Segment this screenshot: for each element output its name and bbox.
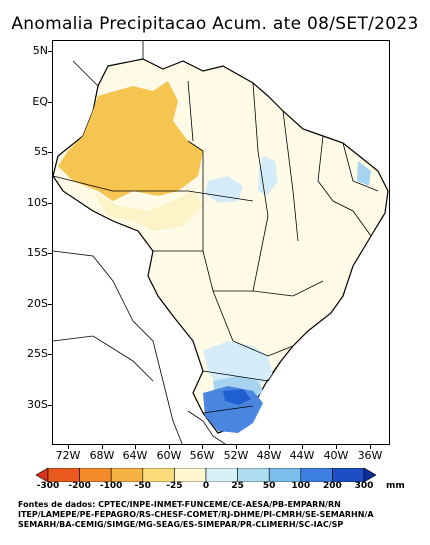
color-scale-label: 300 [354,481,374,491]
color-scale-label: -25 [166,481,183,491]
color-scale-segment [36,468,49,482]
lat-label-eq: EQ [32,95,48,108]
wet-patch-east [357,161,371,186]
lon-label-52w: 52W [223,449,249,462]
lat-label-25s: 25S [27,347,48,360]
color-scale-label: 100 [291,481,311,491]
color-scale-segment [174,468,207,482]
color-scale-label: -300 [36,481,60,491]
lon-label-68w: 68W [89,449,115,462]
dry-anomaly-region [58,81,203,201]
color-scale-segment [205,468,238,482]
color-scale-label: -50 [134,481,151,491]
lon-label-36w: 36W [357,449,383,462]
dry-weak-region [93,191,203,231]
lon-label-60w: 60W [156,449,182,462]
color-scale-segment [332,468,365,482]
data-sources: Fontes de dados: CPTEC/INPE-INMET-FUNCEM… [18,500,428,530]
lat-label-5s: 5S [34,145,48,158]
wet-patch-central [205,176,243,203]
color-scale-label: 200 [322,481,342,491]
state-borders [53,80,379,414]
color-scale-segment [47,468,80,482]
country-borders [53,41,226,444]
map-panel [52,40,390,445]
color-scale-label: 50 [262,481,276,491]
sources-line-3: SEMARH/BA-CEMIG/SIMGE/MG-SEAG/ES-SIMEPAR… [18,520,344,529]
sources-line-1: Fontes de dados: CPTEC/INPE-INMET-FUNCEM… [18,500,341,509]
color-scale-label: -100 [99,481,123,491]
color-scale-segment [79,468,112,482]
unit-label: mm [386,481,405,491]
wet-very-strong-region [223,389,251,405]
color-scale-segment [268,468,302,482]
color-scale-label: -200 [68,481,91,491]
lon-label-40w: 40W [323,449,349,462]
lon-label-72w: 72W [55,449,81,462]
lon-label-48w: 48W [256,449,282,462]
map-title: Anomalia Precipitacao Acum. ate 08/SET/2… [11,14,419,34]
color-scale-bar [36,468,376,482]
lon-label-64w: 64W [122,449,148,462]
precipitation-map [53,41,389,444]
color-scale-segment [363,468,376,482]
color-scale-segment [237,468,270,482]
lat-label-30s: 30S [27,398,48,411]
color-scale-label: 0 [202,481,210,491]
lon-label-56w: 56W [189,449,215,462]
color-scale-segment [300,468,333,482]
lat-label-20s: 20S [27,297,48,310]
wet-weak-region [203,341,273,391]
color-scale-segment [110,468,144,482]
lat-label-15s: 15S [27,246,48,259]
lon-label-44w: 44W [289,449,315,462]
color-scale-segment [142,468,175,482]
lat-label-5n: 5N [32,44,48,57]
sources-line-2: ITEP/LAMEPE/PE-FEPAGRO/RS-CHESF-COMET/RJ… [18,510,374,519]
lat-label-10s: 10S [27,196,48,209]
color-scale-label: 25 [231,481,244,491]
